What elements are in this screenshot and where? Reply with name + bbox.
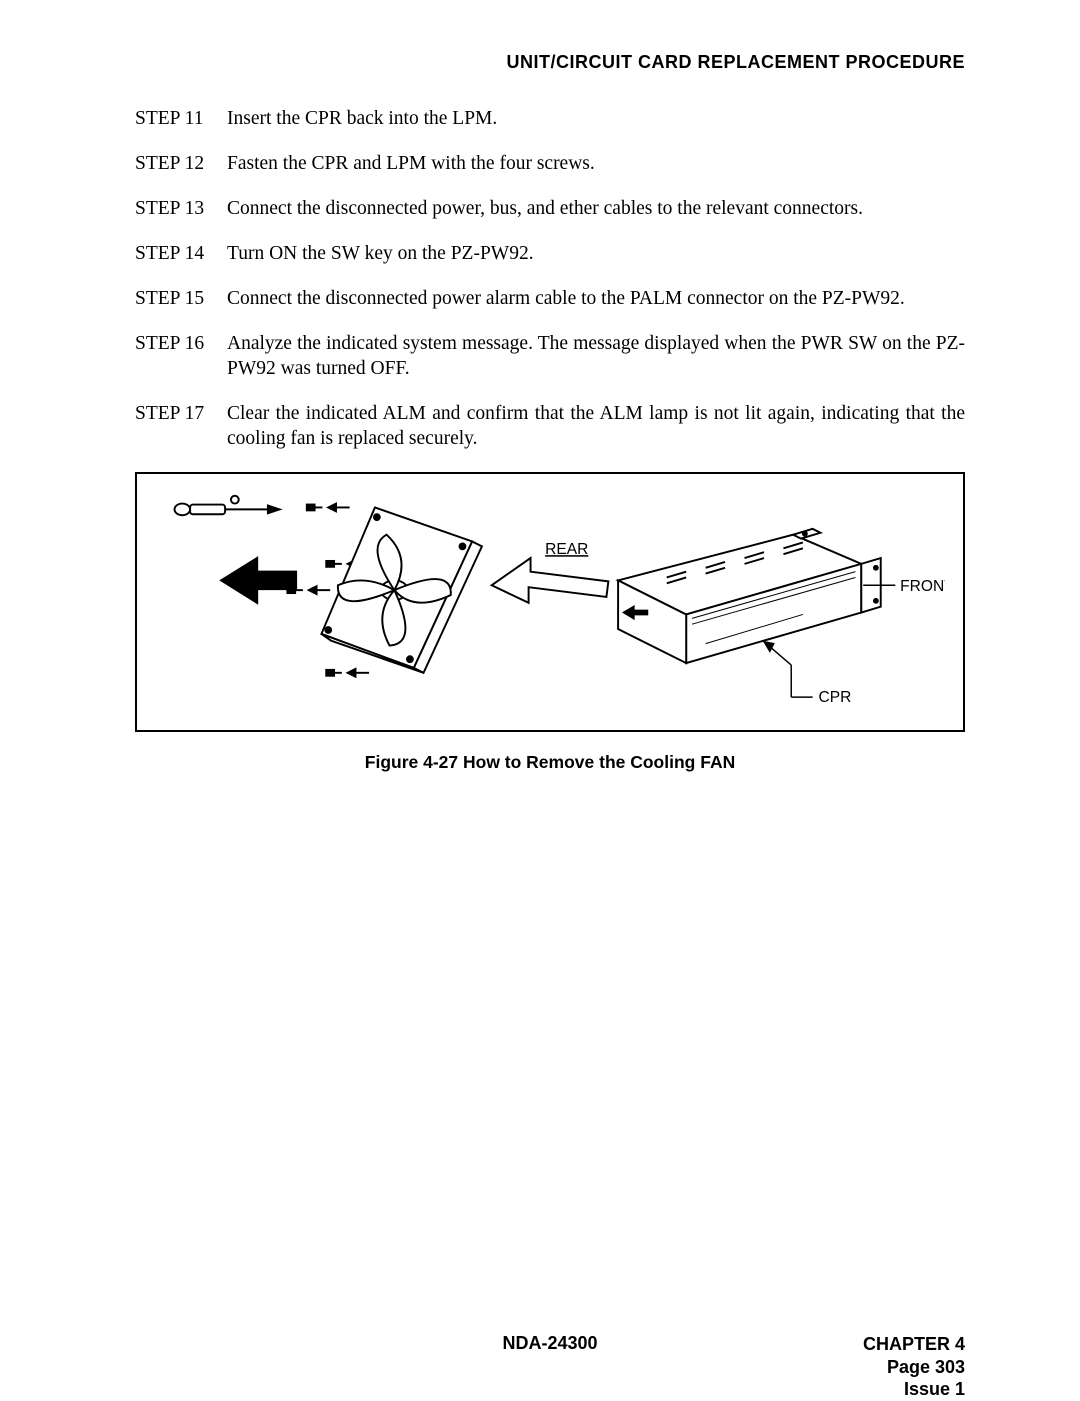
- footer-doc-id: NDA-24300: [135, 1333, 965, 1354]
- footer-page: Page 303: [863, 1356, 965, 1379]
- cpr-chassis-icon: [618, 528, 881, 662]
- figure-label-front: FRONT: [900, 578, 945, 595]
- step-row: STEP 14 Turn ON the SW key on the PZ-PW9…: [135, 242, 965, 267]
- procedure-steps: STEP 11 Insert the CPR back into the LPM…: [135, 107, 965, 452]
- footer-issue: Issue 1: [863, 1378, 965, 1401]
- step-label: STEP 13: [135, 197, 227, 222]
- step-row: STEP 12 Fasten the CPR and LPM with the …: [135, 152, 965, 177]
- step-label: STEP 16: [135, 332, 227, 382]
- figure-illustration: REAR FRONT CPR: [155, 488, 945, 702]
- step-text: Fasten the CPR and LPM with the four scr…: [227, 152, 965, 177]
- step-text: Clear the indicated ALM and confirm that…: [227, 402, 965, 452]
- footer-chapter: CHAPTER 4: [863, 1333, 965, 1356]
- step-row: STEP 13 Connect the disconnected power, …: [135, 197, 965, 222]
- cooling-fan-icon: [321, 507, 482, 672]
- step-text: Insert the CPR back into the LPM.: [227, 107, 965, 132]
- step-row: STEP 11 Insert the CPR back into the LPM…: [135, 107, 965, 132]
- step-text: Connect the disconnected power alarm cab…: [227, 287, 965, 312]
- document-page: UNIT/CIRCUIT CARD REPLACEMENT PROCEDURE …: [0, 0, 1080, 1397]
- page-header-title: UNIT/CIRCUIT CARD REPLACEMENT PROCEDURE: [135, 52, 965, 73]
- figure-container: REAR FRONT CPR: [135, 472, 965, 732]
- step-label: STEP 15: [135, 287, 227, 312]
- figure-label-cpr: CPR: [818, 689, 851, 702]
- figure-label-rear: REAR: [545, 541, 588, 558]
- step-label: STEP 14: [135, 242, 227, 267]
- step-row: STEP 17 Clear the indicated ALM and conf…: [135, 402, 965, 452]
- step-row: STEP 16 Analyze the indicated system mes…: [135, 332, 965, 382]
- step-text: Turn ON the SW key on the PZ-PW92.: [227, 242, 965, 267]
- screwdriver-icon: [175, 495, 280, 514]
- direction-arrow-icon: [492, 558, 609, 603]
- step-label: STEP 12: [135, 152, 227, 177]
- step-row: STEP 15 Connect the disconnected power a…: [135, 287, 965, 312]
- figure-caption: Figure 4-27 How to Remove the Cooling FA…: [135, 752, 965, 773]
- step-text: Analyze the indicated system message. Th…: [227, 332, 965, 382]
- step-label: STEP 11: [135, 107, 227, 132]
- step-label: STEP 17: [135, 402, 227, 452]
- cpr-pointer-icon: [764, 641, 813, 696]
- remove-arrow-icon: [219, 556, 297, 605]
- step-text: Connect the disconnected power, bus, and…: [227, 197, 965, 222]
